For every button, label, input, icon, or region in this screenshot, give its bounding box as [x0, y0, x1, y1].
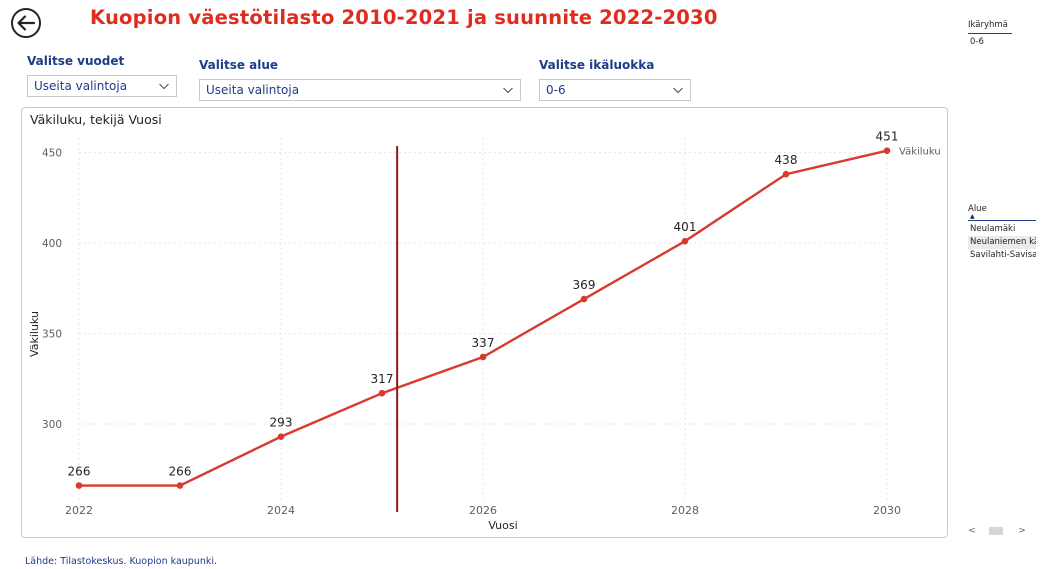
x-tick-label: 2026	[469, 504, 497, 517]
age-class-dropdown[interactable]: 0-6	[539, 79, 691, 101]
age-class-dropdown-value: 0-6	[546, 83, 566, 97]
data-label: 451	[876, 130, 899, 144]
filter-age-class-label: Valitse ikäluokka	[539, 58, 655, 72]
y-axis-title: Väkiluku	[28, 311, 41, 357]
line-chart-card: Väkiluku, tekijä Vuosi 300 350 400 450 2022 2…	[21, 107, 948, 538]
chart-title: Väkiluku, tekijä Vuosi	[30, 112, 162, 127]
data-label: 369	[573, 278, 596, 292]
area-dropdown-value: Useita valintoja	[206, 83, 300, 97]
sort-ascending-icon: ▲	[970, 213, 975, 220]
scroll-right-icon[interactable]: >	[1018, 526, 1026, 536]
y-tick-label: 400	[42, 238, 62, 250]
area-slicer-header: Alue	[968, 204, 987, 214]
scroll-left-icon[interactable]: <	[968, 526, 976, 536]
filter-area-label: Valitse alue	[199, 58, 279, 72]
data-label: 317	[371, 372, 394, 386]
x-tick-label: 2030	[873, 504, 901, 517]
data-point	[378, 389, 386, 397]
page-title: Kuopion väestötilasto 2010-2021 ja suunn…	[90, 6, 718, 29]
data-label: 266	[68, 465, 91, 479]
data-label: 337	[472, 336, 495, 350]
back-button[interactable]	[10, 7, 42, 39]
scroll-track[interactable]	[977, 527, 1017, 535]
data-label: 438	[775, 153, 798, 167]
area-item-neulaniemi[interactable]: Neulaniemen kär	[968, 236, 1036, 249]
years-dropdown-value: Useita valintoja	[34, 79, 128, 93]
line-chart: 300 350 400 450 2022 2024 2026 2028 2030 Vuosi Väk…	[28, 130, 941, 532]
y-tick-label: 300	[42, 419, 62, 431]
chevron-down-icon	[159, 83, 169, 90]
data-label: 401	[674, 220, 697, 234]
scroll-thumb[interactable]	[989, 527, 1003, 535]
data-point	[277, 433, 285, 440]
data-label: 293	[270, 416, 293, 430]
filter-years: Valitse vuodet Useita valintoja	[27, 53, 177, 97]
series-name-label: Väkiluku	[899, 147, 941, 158]
data-point	[681, 237, 689, 245]
area-item-savilahti[interactable]: Savilahti-Savisaar	[970, 250, 1036, 260]
data-point	[75, 482, 83, 489]
age-group-item[interactable]: 0-6	[970, 37, 984, 47]
back-arrow-circle-icon	[11, 8, 41, 38]
data-point	[580, 295, 588, 303]
x-tick-label: 2028	[671, 504, 699, 517]
data-label: 266	[169, 465, 192, 479]
years-dropdown[interactable]: Useita valintoja	[27, 75, 177, 97]
source-note: Lähde: Tilastokeskus. Kuopion kaupunki.	[25, 556, 218, 567]
age-group-slicer-header: Ikäryhmä	[968, 20, 1012, 34]
x-tick-label: 2024	[267, 504, 295, 517]
data-point	[782, 170, 790, 178]
chevron-down-icon	[503, 87, 513, 94]
area-dropdown[interactable]: Useita valintoja	[199, 79, 521, 101]
data-point	[883, 147, 891, 154]
filter-area: Valitse alue Useita valintoja	[199, 57, 521, 101]
chevron-down-icon	[673, 87, 683, 94]
y-tick-label: 450	[42, 147, 62, 159]
data-point	[176, 482, 184, 489]
filter-years-label: Valitse vuodet	[27, 54, 125, 68]
area-slicer-sort[interactable]: ▲	[968, 214, 1036, 221]
horizontal-scrollbar[interactable]: < >	[967, 526, 1027, 536]
age-group-slicer: Ikäryhmä 0-6	[968, 20, 1012, 49]
y-tick-label: 350	[42, 328, 62, 340]
filter-age-class: Valitse ikäluokka 0-6	[539, 57, 691, 101]
data-point	[479, 353, 487, 361]
x-tick-label: 2022	[65, 504, 93, 517]
area-item-neulamaki[interactable]: Neulamäki	[970, 224, 1016, 234]
x-axis-title: Vuosi	[488, 519, 517, 532]
area-slicer: Alue ▲ Neulamäki Neulaniemen kär Savilah…	[968, 204, 1036, 262]
